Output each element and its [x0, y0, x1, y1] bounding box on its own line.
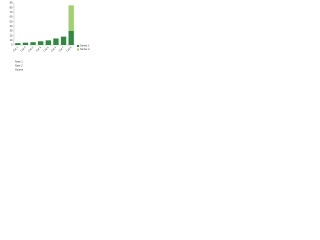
- y-tick-label: 30: [10, 29, 13, 33]
- y-tick-label: 50: [10, 19, 13, 23]
- y-tick-label: 40: [10, 24, 13, 28]
- y-tick-label: 70: [10, 10, 13, 14]
- y-tick-label: 0: [11, 43, 13, 47]
- note: Source: [15, 68, 24, 72]
- y-tick-label: 60: [10, 15, 13, 19]
- legend-swatch: [77, 45, 79, 47]
- legend-label: Series 2: [80, 47, 90, 51]
- x-tick-label: Cat 7: [58, 45, 66, 53]
- bar-segment: [60, 36, 67, 45]
- legend-swatch: [77, 48, 79, 51]
- x-tick-label: Cat 1: [12, 45, 20, 53]
- x-tick-label: Cat 3: [27, 45, 35, 53]
- bar-segment: [53, 38, 59, 45]
- bar-segment: [22, 42, 29, 45]
- bar-segment: [68, 31, 74, 45]
- x-tick-label: Cat 2: [19, 45, 27, 53]
- x-tick-label: Cat 6: [50, 45, 58, 53]
- x-tick-label: Cat 4: [35, 45, 43, 53]
- bar-segment: [68, 5, 74, 31]
- x-tick-label: Cat 8: [65, 45, 73, 53]
- bar-segment: [15, 43, 21, 45]
- x-tick-label: Cat 5: [42, 45, 50, 53]
- bar-segment: [45, 40, 51, 45]
- note: Note 1: [15, 60, 23, 64]
- y-tick-label: 20: [10, 33, 13, 37]
- bar-segment: [38, 41, 44, 45]
- note: Note 2: [15, 64, 23, 68]
- y-tick-label: 10: [10, 38, 13, 42]
- legend-label: Series 1: [80, 44, 90, 48]
- bar-segment: [30, 42, 36, 45]
- y-tick-label: 90: [10, 1, 13, 5]
- y-tick-label: 80: [10, 5, 13, 9]
